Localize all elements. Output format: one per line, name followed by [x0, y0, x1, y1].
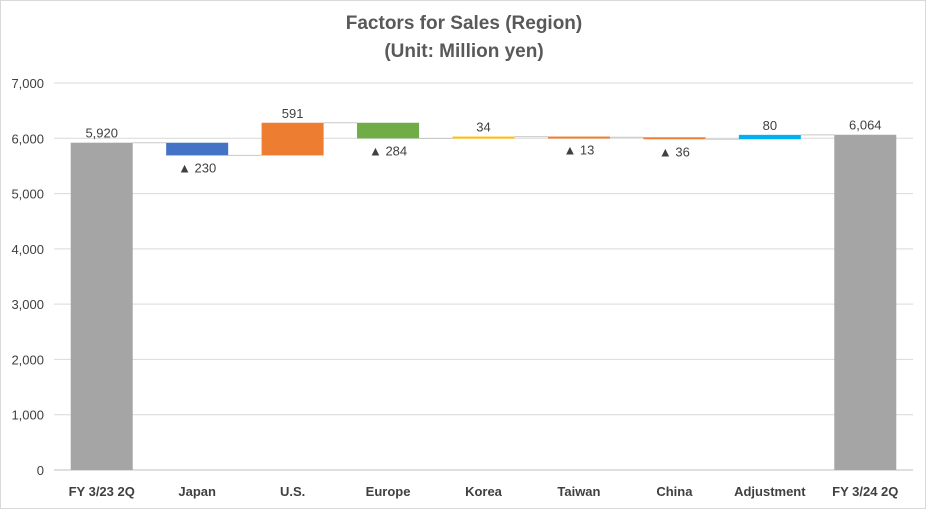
y-tick-label: 1,000 — [11, 408, 44, 423]
bar-europe — [357, 122, 420, 139]
bar-fy-3-23-2q — [70, 142, 133, 471]
x-tick-label: Japan — [178, 484, 216, 499]
bar-taiwan — [547, 136, 610, 139]
chart-title: Factors for Sales (Region) — [345, 13, 583, 34]
data-label: ▲ 284 — [369, 143, 407, 158]
data-label: 5,920 — [85, 126, 118, 141]
bar-china — [643, 137, 706, 140]
x-tick-label: Korea — [465, 484, 503, 499]
bar-adjustment — [738, 134, 801, 140]
data-label: 80 — [763, 118, 777, 133]
y-tick-label: 3,000 — [11, 297, 44, 312]
x-tick-label: Taiwan — [557, 484, 600, 499]
data-label: 34 — [476, 120, 490, 135]
y-tick-label: 4,000 — [11, 242, 44, 257]
x-tick-label: Adjustment — [734, 484, 806, 499]
bar-korea — [452, 136, 515, 139]
x-tick-label: China — [656, 484, 693, 499]
y-tick-label: 5,000 — [11, 187, 44, 202]
data-label: ▲ 36 — [659, 144, 690, 159]
x-tick-label: U.S. — [280, 484, 305, 499]
bar-u-s- — [261, 122, 324, 156]
bar-japan — [166, 142, 229, 156]
x-tick-label: FY 3/23 2Q — [69, 484, 135, 499]
data-label: 591 — [282, 106, 304, 121]
chart-subtitle: (Unit: Million yen) — [384, 41, 544, 62]
data-label: 6,064 — [849, 118, 882, 133]
y-tick-label: 2,000 — [11, 352, 44, 367]
data-label: ▲ 230 — [178, 160, 216, 175]
data-label: ▲ 13 — [563, 142, 594, 157]
y-tick-label: 7,000 — [11, 76, 44, 91]
x-tick-label: Europe — [366, 484, 411, 499]
bar-fy-3-24-2q — [834, 134, 897, 470]
y-tick-label: 0 — [37, 463, 44, 478]
x-tick-label: FY 3/24 2Q — [832, 484, 898, 499]
y-tick-label: 6,000 — [11, 131, 44, 146]
